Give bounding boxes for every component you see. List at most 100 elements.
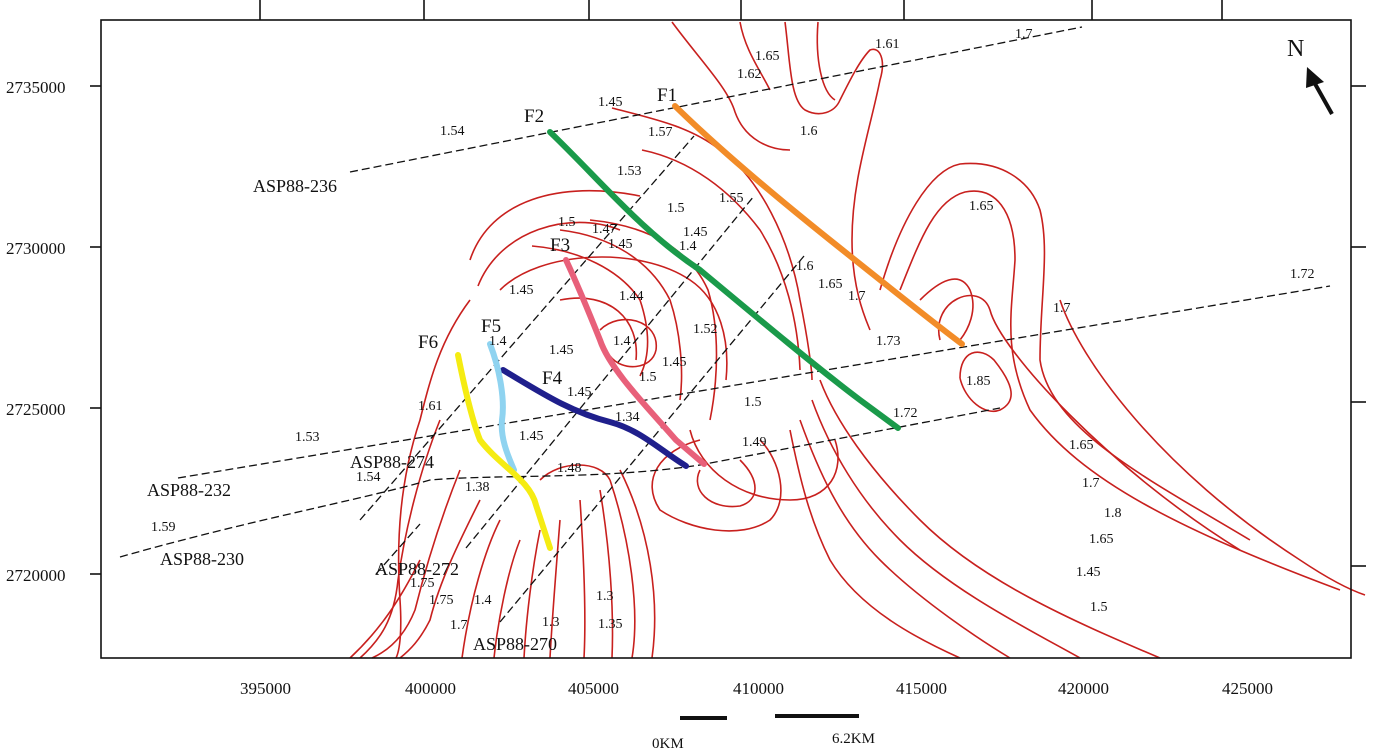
scale-start-label: 0KM [652, 736, 684, 752]
contour-value-label: 1.53 [617, 164, 642, 179]
contour-line [696, 459, 756, 508]
contour-line [371, 469, 461, 659]
contour-value-label: 1.7 [1015, 27, 1033, 42]
fault-label: F5 [481, 316, 501, 337]
contour-value-label: 1.45 [598, 95, 623, 110]
contour-value-label: 1.61 [418, 399, 443, 414]
contour-line [349, 559, 421, 659]
y-tick-label: 2725000 [6, 400, 66, 419]
contour-value-label: 1.35 [598, 617, 623, 632]
contour-line [811, 399, 1081, 659]
contour-value-label: 1.75 [429, 593, 454, 608]
seismic-line [349, 26, 1083, 173]
contour-line [559, 297, 638, 361]
contour-line [784, 21, 884, 331]
seismic-line [359, 135, 695, 521]
fault-line-f6 [455, 352, 553, 551]
contour-line [531, 245, 649, 377]
contour-value-label: 1.75 [410, 576, 435, 591]
contour-line [739, 21, 771, 91]
contour-value-label: 1.85 [966, 374, 991, 389]
contour-value-label: 1.8 [1104, 506, 1122, 521]
fault-line-f2 [547, 129, 901, 431]
contour-line [523, 529, 541, 659]
contour-line [799, 419, 1011, 659]
contour-value-label: 1.44 [619, 289, 644, 304]
fault-line-f1 [672, 103, 965, 347]
contour-value-label: 1.62 [737, 67, 762, 82]
contour-value-label: 1.7 [848, 289, 866, 304]
seismic-line-label: ASP88-236 [253, 176, 337, 196]
contour-value-label: 1.61 [875, 37, 900, 52]
contour-line [359, 419, 441, 659]
contour-value-label: 1.45 [549, 343, 574, 358]
contour-value-label: 1.5 [639, 370, 657, 385]
contour-line [395, 299, 471, 659]
seismic-line [119, 407, 1001, 558]
contour-value-label: 1.65 [969, 199, 994, 214]
fault-line-f3 [563, 257, 707, 467]
contour-line [499, 256, 728, 381]
contour-line [879, 162, 1251, 541]
contour-value-label: 1.65 [818, 277, 843, 292]
contour-value-label: 1.4 [613, 334, 631, 349]
x-tick-label: 425000 [1222, 679, 1273, 698]
contour-value-label: 1.72 [893, 406, 918, 421]
scale-end-label: 6.2KM [832, 731, 875, 747]
contour-value-label: 1.55 [719, 191, 744, 206]
contour-value-label: 1.65 [755, 49, 780, 64]
seismic-line [465, 195, 755, 549]
seismic-line-label: ASP88-272 [375, 559, 459, 579]
contour-line [579, 499, 586, 659]
contour-value-label: 1.34 [615, 410, 640, 425]
x-tick-label: 415000 [896, 679, 947, 698]
seismic-lines [119, 26, 1331, 623]
scale-bar: 0KM 6.2KM [652, 714, 875, 752]
contour-line [1059, 299, 1366, 596]
contour-value-label: 1.5 [667, 201, 685, 216]
contour-value-label: 1.4 [474, 593, 492, 608]
contour-value-label: 1.5 [1090, 600, 1108, 615]
contour-value-label: 1.73 [876, 334, 901, 349]
contour-line [816, 21, 836, 101]
x-tick-label: 420000 [1058, 679, 1109, 698]
contour-value-label: 1.72 [1290, 267, 1315, 282]
contour-line [549, 519, 561, 659]
contour-value-label: 1.45 [662, 355, 687, 370]
contour-value-label: 1.4 [489, 334, 507, 349]
x-tick-label: 395000 [240, 679, 291, 698]
contour-value-label: 1.7 [1053, 301, 1071, 316]
seismic-line-label: ASP88-274 [350, 452, 434, 472]
x-tick-label: 405000 [568, 679, 619, 698]
contour-line [611, 107, 813, 381]
contour-value-label: 1.38 [465, 480, 490, 495]
x-tick-label: 410000 [733, 679, 784, 698]
contour-value-label: 1.45 [567, 385, 592, 400]
contour-line [671, 21, 791, 151]
contour-line [899, 190, 1341, 591]
fault-label: F6 [418, 332, 438, 353]
fault-label: F1 [657, 85, 677, 106]
contour-value-label: 1.4 [679, 239, 697, 254]
contour-value-label: 1.65 [1069, 438, 1094, 453]
contour-line [461, 519, 501, 659]
fault-line-f4 [500, 367, 689, 469]
fault-line-f5 [487, 341, 517, 473]
contour-value-label: 1.53 [295, 430, 320, 445]
contour-line [619, 469, 656, 659]
contour-value-label: 1.3 [542, 615, 560, 630]
contour-value-label: 1.5 [558, 215, 576, 230]
contour-value-label: 1.45 [608, 237, 633, 252]
contour-line [589, 219, 718, 421]
contour-line [599, 489, 614, 659]
contour-line [959, 351, 1012, 413]
y-tick-label: 2735000 [6, 78, 66, 97]
contour-value-label: 1.45 [1076, 565, 1101, 580]
x-tick-label: 400000 [405, 679, 456, 698]
contour-line [651, 439, 782, 532]
contour-value-label: 1.45 [509, 283, 534, 298]
frame-ticks [90, 0, 1366, 575]
contour-value-label: 1.5 [744, 395, 762, 410]
contour-line [937, 294, 1241, 551]
north-label: N [1287, 36, 1304, 62]
